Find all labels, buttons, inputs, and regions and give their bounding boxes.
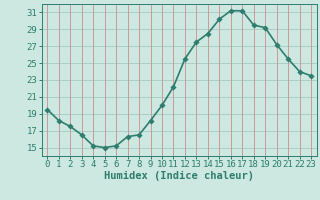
X-axis label: Humidex (Indice chaleur): Humidex (Indice chaleur) <box>104 171 254 181</box>
